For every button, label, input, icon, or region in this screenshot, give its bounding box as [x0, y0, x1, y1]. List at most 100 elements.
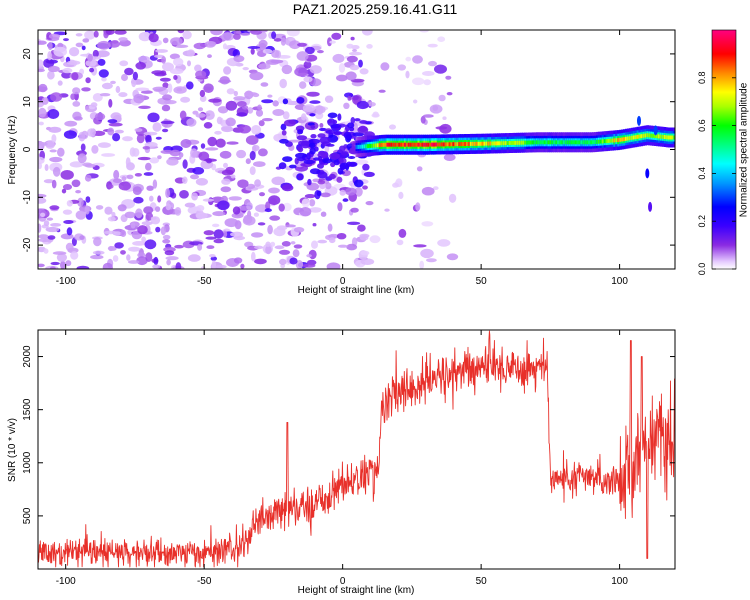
spectrogram-noise-blob	[352, 49, 357, 52]
spectrogram-noise-blob	[252, 144, 260, 152]
spectrogram-noise-blob	[309, 100, 321, 104]
spectrogram-cluster-blob	[309, 147, 316, 155]
spectrogram-noise-blob	[155, 136, 162, 140]
spectrogram-noise-blob	[258, 63, 271, 70]
spectrogram-noise-blob	[250, 30, 263, 35]
spectrogram-noise-blob	[103, 230, 118, 235]
spectrogram-band-cell	[504, 141, 508, 146]
spectrogram-band-cell	[652, 133, 655, 138]
spectrogram-band-cell	[562, 140, 566, 145]
spectrogram-band-cell	[634, 135, 638, 140]
spectrogram-cluster-blob	[363, 171, 375, 177]
spectrogram-noise-blob	[422, 114, 434, 118]
spectrogram-band-cell	[576, 140, 580, 145]
spectrogram-noise-blob	[77, 197, 84, 207]
spectrogram-band-cell	[541, 140, 545, 145]
spectrogram-noise-blob	[145, 162, 152, 171]
spectrogram-noise-blob	[43, 220, 50, 227]
spectrogram-cluster-blob	[278, 162, 287, 170]
spectrogram-noise-blob	[81, 45, 86, 51]
spectrogram-noise-blob	[38, 162, 42, 170]
spectrogram-noise-blob	[49, 205, 60, 210]
spectrogram-band-cell	[363, 144, 366, 149]
spectrogram-band-cell	[392, 142, 395, 147]
spectrogram-noise-blob	[204, 158, 217, 162]
spectrogram-noise-blob	[281, 241, 291, 247]
spectrogram-cluster-blob	[300, 163, 306, 167]
spectrogram-noise-blob	[240, 32, 251, 36]
spectrogram-noise-blob	[38, 234, 49, 239]
spectrogram-noise-blob	[41, 97, 49, 105]
spectrogram-noise-blob	[217, 106, 229, 114]
spectrogram-band-cell	[390, 142, 393, 147]
spectrogram-noise-blob	[108, 245, 114, 252]
spectrogram-noise-blob	[346, 55, 358, 63]
spectrogram-noise-blob	[114, 129, 124, 134]
spectrogram-band-cell	[417, 142, 421, 147]
spectrogram-cluster-blob	[309, 168, 321, 175]
spectrogram-x-ticks: -100 -50 0 50 100	[56, 30, 628, 287]
spectrogram-noise-blob	[247, 107, 254, 114]
spectrogram-noise-blob	[174, 244, 184, 249]
spectrogram-cluster-blob	[300, 140, 311, 149]
spectrogram-cluster-blob	[297, 157, 306, 162]
spectrogram-band-cell	[572, 140, 576, 145]
spectrogram-band-cell	[450, 142, 454, 147]
spectrogram-noise-blob	[262, 48, 273, 54]
spectrogram-noise-blob	[80, 143, 86, 152]
spectrogram-noise-blob	[75, 33, 83, 37]
spectrogram-noise-blob	[110, 80, 116, 85]
spectrogram-cluster-blob	[281, 130, 287, 136]
spectrogram-noise-blob	[194, 64, 202, 72]
spectrogram-band-cell	[557, 140, 560, 145]
spectrogram-band-cell	[568, 140, 572, 145]
spectrogram-noise-blob	[190, 174, 199, 180]
spectrogram-noise-blob	[157, 195, 162, 203]
spectrogram-noise-blob	[155, 49, 169, 53]
spectrogram-noise-blob	[79, 235, 85, 240]
spectrogram-band-cell	[661, 134, 665, 139]
spectrogram-band-cell	[454, 142, 457, 147]
spectrogram-band-cell	[516, 140, 519, 145]
spectrogram-noise-blob	[245, 135, 259, 145]
spectrogram-band-cell	[495, 141, 498, 146]
colorbar-gradient	[712, 30, 736, 269]
spectrogram-noise-blob	[233, 96, 246, 101]
spectrogram-noise-blob	[182, 159, 188, 169]
spectrogram-cluster-blob	[289, 164, 297, 169]
spectrogram-noise-field	[38, 30, 459, 269]
spectrogram-cluster-blob	[332, 119, 338, 125]
spectrogram-noise-blob	[70, 251, 79, 260]
spectrogram-noise-blob	[167, 83, 173, 93]
spectrogram-noise-blob	[289, 257, 298, 265]
spectrogram-noise-blob	[126, 254, 131, 261]
spectrogram-noise-blob	[162, 128, 169, 133]
colorbar-label: Normalized spectral amplitude	[739, 82, 750, 217]
spectrogram-band-cell	[371, 143, 374, 148]
snr-x-tick-label: 100	[611, 576, 628, 587]
spectrogram-noise-blob	[93, 237, 102, 247]
spectrogram-band-cell	[640, 134, 644, 139]
spectrogram-noise-blob	[299, 207, 312, 217]
spectrogram-noise-blob	[272, 109, 285, 116]
snr-y-axis-label: SNR (10 * v/v)	[7, 418, 18, 482]
spectrogram-noise-blob	[122, 136, 133, 142]
spectrogram-noise-blob	[107, 119, 118, 124]
spectrogram-noise-blob	[200, 266, 206, 269]
spectrogram-band-cell	[623, 137, 626, 142]
spectrogram-band-cell	[582, 140, 585, 145]
spectrogram-noise-blob	[81, 130, 89, 140]
spectrogram-noise-blob	[66, 200, 73, 207]
spectrogram-noise-blob	[446, 92, 453, 96]
spectrogram-noise-blob	[236, 149, 247, 159]
spectrogram-noise-blob	[278, 203, 285, 212]
spectrogram-noise-blob	[169, 68, 184, 75]
spectrogram-noise-blob	[142, 146, 150, 150]
spectrogram-noise-blob	[101, 82, 113, 90]
spectrogram-noise-blob	[271, 31, 277, 40]
spectrogram-band-cell	[467, 142, 471, 146]
spectrogram-noise-blob	[413, 99, 418, 104]
spectrogram-noise-blob	[247, 46, 260, 49]
spectrogram-band-cell	[440, 142, 444, 147]
spectrogram-noise-blob	[152, 122, 162, 132]
